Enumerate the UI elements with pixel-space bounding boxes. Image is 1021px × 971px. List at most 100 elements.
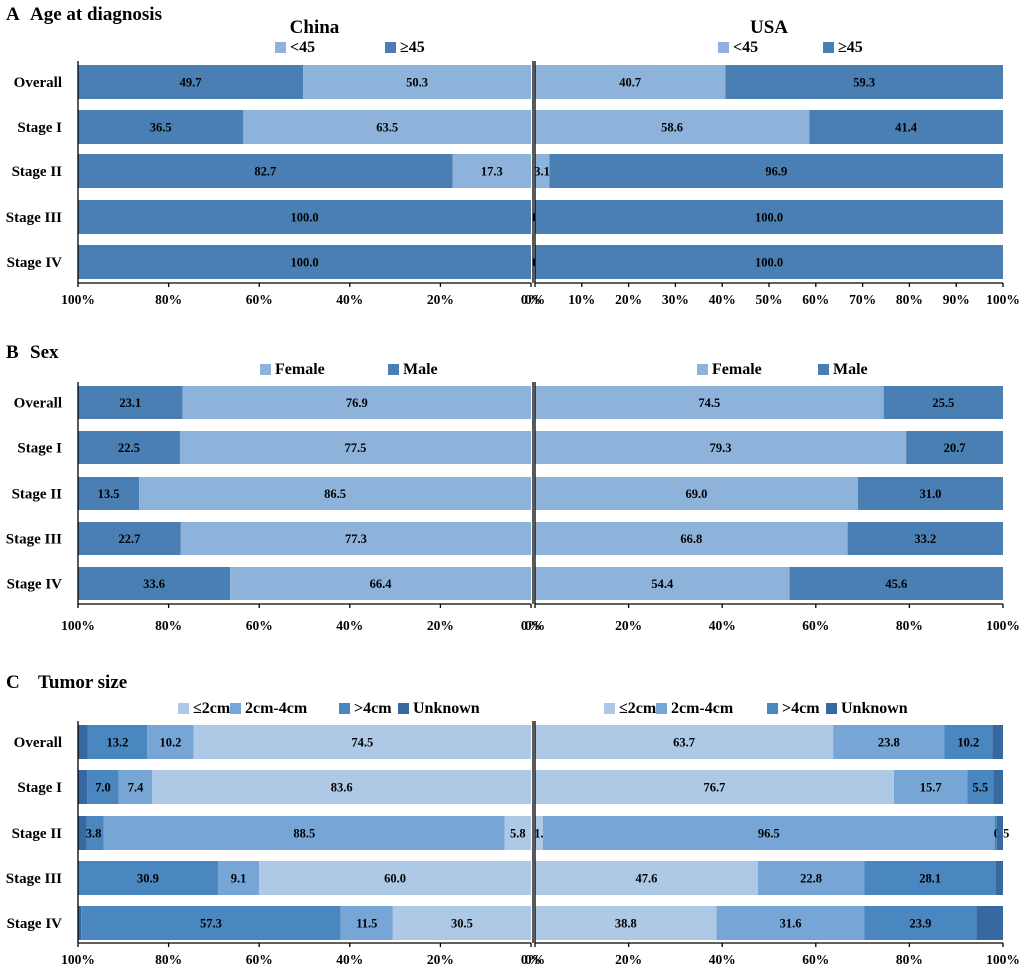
- china-tick-label: 40%: [336, 952, 363, 967]
- china-bar-label: 17.3: [481, 165, 503, 179]
- china-legend-label-1: 2cm-4cm: [245, 700, 308, 717]
- usa-bar-label: 58.6: [661, 121, 683, 135]
- china-tick-label: 100%: [61, 618, 95, 633]
- usa-tick-label: 100%: [986, 618, 1020, 633]
- usa-bar-segment: [893, 770, 968, 804]
- usa-bar-label: 41.4: [895, 121, 918, 135]
- usa-bar-segment: [535, 770, 894, 804]
- usa-legend-label-0: ≤2cm: [619, 700, 657, 717]
- usa-tick-label: 0%: [525, 952, 545, 967]
- usa-bar-segment: [992, 725, 1003, 759]
- usa-bar-label: 3.1: [534, 165, 550, 179]
- usa-tick-label: 60%: [802, 292, 829, 307]
- usa-bar-label: 96.9: [765, 165, 787, 179]
- usa-legend-label-0: Female: [712, 361, 762, 378]
- usa-tick-label: 60%: [802, 952, 829, 967]
- usa-bar-segment: [833, 725, 945, 759]
- usa-bar-label: 45.6: [885, 577, 907, 591]
- usa-bar-segment: [535, 861, 758, 895]
- china-bar-label: 23.1: [119, 396, 141, 410]
- china-bar-segment: [152, 770, 532, 804]
- usa-legend-label-1: ≥45: [838, 39, 863, 56]
- china-tick-label: 20%: [427, 952, 454, 967]
- china-bar-segment: [147, 725, 194, 759]
- usa-bar-label: 100.0: [755, 211, 783, 225]
- china-legend-label-2: >4cm: [354, 700, 392, 717]
- usa-tick-label: 20%: [615, 952, 642, 967]
- usa-tick-label: 50%: [756, 292, 783, 307]
- china-bar-segment: [87, 725, 148, 759]
- china-bar-segment: [340, 906, 393, 940]
- china-bar-segment: [504, 816, 531, 850]
- usa-legend-swatch-1: [818, 364, 829, 375]
- china-tick-label: 40%: [336, 292, 363, 307]
- row-label: Stage I: [17, 120, 62, 136]
- china-bar-segment: [78, 906, 82, 940]
- row-label: Stage III: [6, 532, 62, 548]
- china-bar-label: 100.0: [290, 256, 318, 270]
- usa-bar-segment: [535, 245, 1003, 279]
- china-title: China: [290, 17, 340, 38]
- china-bar-segment: [243, 110, 531, 144]
- usa-bar-label: 54.4: [651, 577, 674, 591]
- usa-bar-segment: [535, 431, 907, 464]
- china-bar-segment: [78, 245, 531, 279]
- usa-bar-segment: [535, 906, 717, 940]
- china-bar-label: 83.6: [331, 781, 353, 795]
- china-bar-segment: [193, 725, 531, 759]
- china-tick-label: 80%: [155, 292, 182, 307]
- china-tick-label: 100%: [61, 292, 95, 307]
- row-label: Overall: [14, 396, 62, 412]
- usa-bar-segment: [542, 816, 995, 850]
- china-tick-label: 0%: [521, 952, 541, 967]
- usa-bar-label: 69.0: [686, 487, 708, 501]
- china-bar-segment: [78, 522, 181, 555]
- china-bar-label: 100.0: [290, 211, 318, 225]
- panel-letter: C: [6, 672, 20, 693]
- usa-bar-segment: [847, 522, 1003, 555]
- usa-bar-label: 100.0: [755, 256, 783, 270]
- china-tick-label: 60%: [246, 618, 273, 633]
- china-bar-segment: [78, 770, 88, 804]
- china-bar-label: 82.7: [254, 165, 276, 179]
- china-bar-segment: [392, 906, 531, 940]
- usa-bar-segment: [809, 110, 1003, 144]
- usa-tick-label: 0%: [525, 618, 545, 633]
- usa-bar-label: 66.8: [680, 532, 702, 546]
- china-bar-label: 76.9: [346, 396, 368, 410]
- usa-bar-label: 74.5: [698, 396, 720, 410]
- china-bar-label: 66.4: [370, 577, 393, 591]
- china-bar-label: 33.6: [143, 577, 165, 591]
- china-bar-segment: [452, 154, 531, 188]
- usa-bar-label: 31.0: [920, 487, 942, 501]
- usa-tick-label: 40%: [709, 292, 736, 307]
- panel-title: Age at diagnosis: [30, 4, 162, 25]
- usa-bar-segment: [535, 567, 790, 600]
- usa-bar-segment: [535, 110, 810, 144]
- china-tick-label: 80%: [155, 618, 182, 633]
- usa-bar-segment: [789, 567, 1003, 600]
- usa-bar-label: 23.9: [909, 917, 931, 931]
- usa-tick-label: 100%: [986, 292, 1020, 307]
- china-bar-segment: [182, 386, 531, 419]
- usa-tick-label: 30%: [662, 292, 689, 307]
- usa-legend-swatch-1: [656, 703, 667, 714]
- usa-bar-segment: [976, 906, 1003, 940]
- china-legend-label-1: Male: [403, 361, 438, 378]
- usa-legend-swatch-0: [604, 703, 615, 714]
- china-bar-label: 22.7: [118, 532, 140, 546]
- usa-tick-label: 0%: [525, 292, 545, 307]
- china-bar-label: 77.5: [345, 441, 367, 455]
- china-legend-swatch-2: [339, 703, 350, 714]
- row-label: Stage I: [17, 441, 62, 457]
- usa-legend-swatch-0: [697, 364, 708, 375]
- usa-bar-segment: [535, 725, 834, 759]
- china-bar-segment: [78, 200, 531, 234]
- usa-bar-segment: [995, 861, 1003, 895]
- usa-tick-label: 70%: [849, 292, 876, 307]
- usa-bar-label: 20.7: [944, 441, 966, 455]
- panel-letter: B: [6, 342, 19, 363]
- usa-bar-label: 28.1: [919, 872, 941, 886]
- usa-bar-segment: [944, 725, 993, 759]
